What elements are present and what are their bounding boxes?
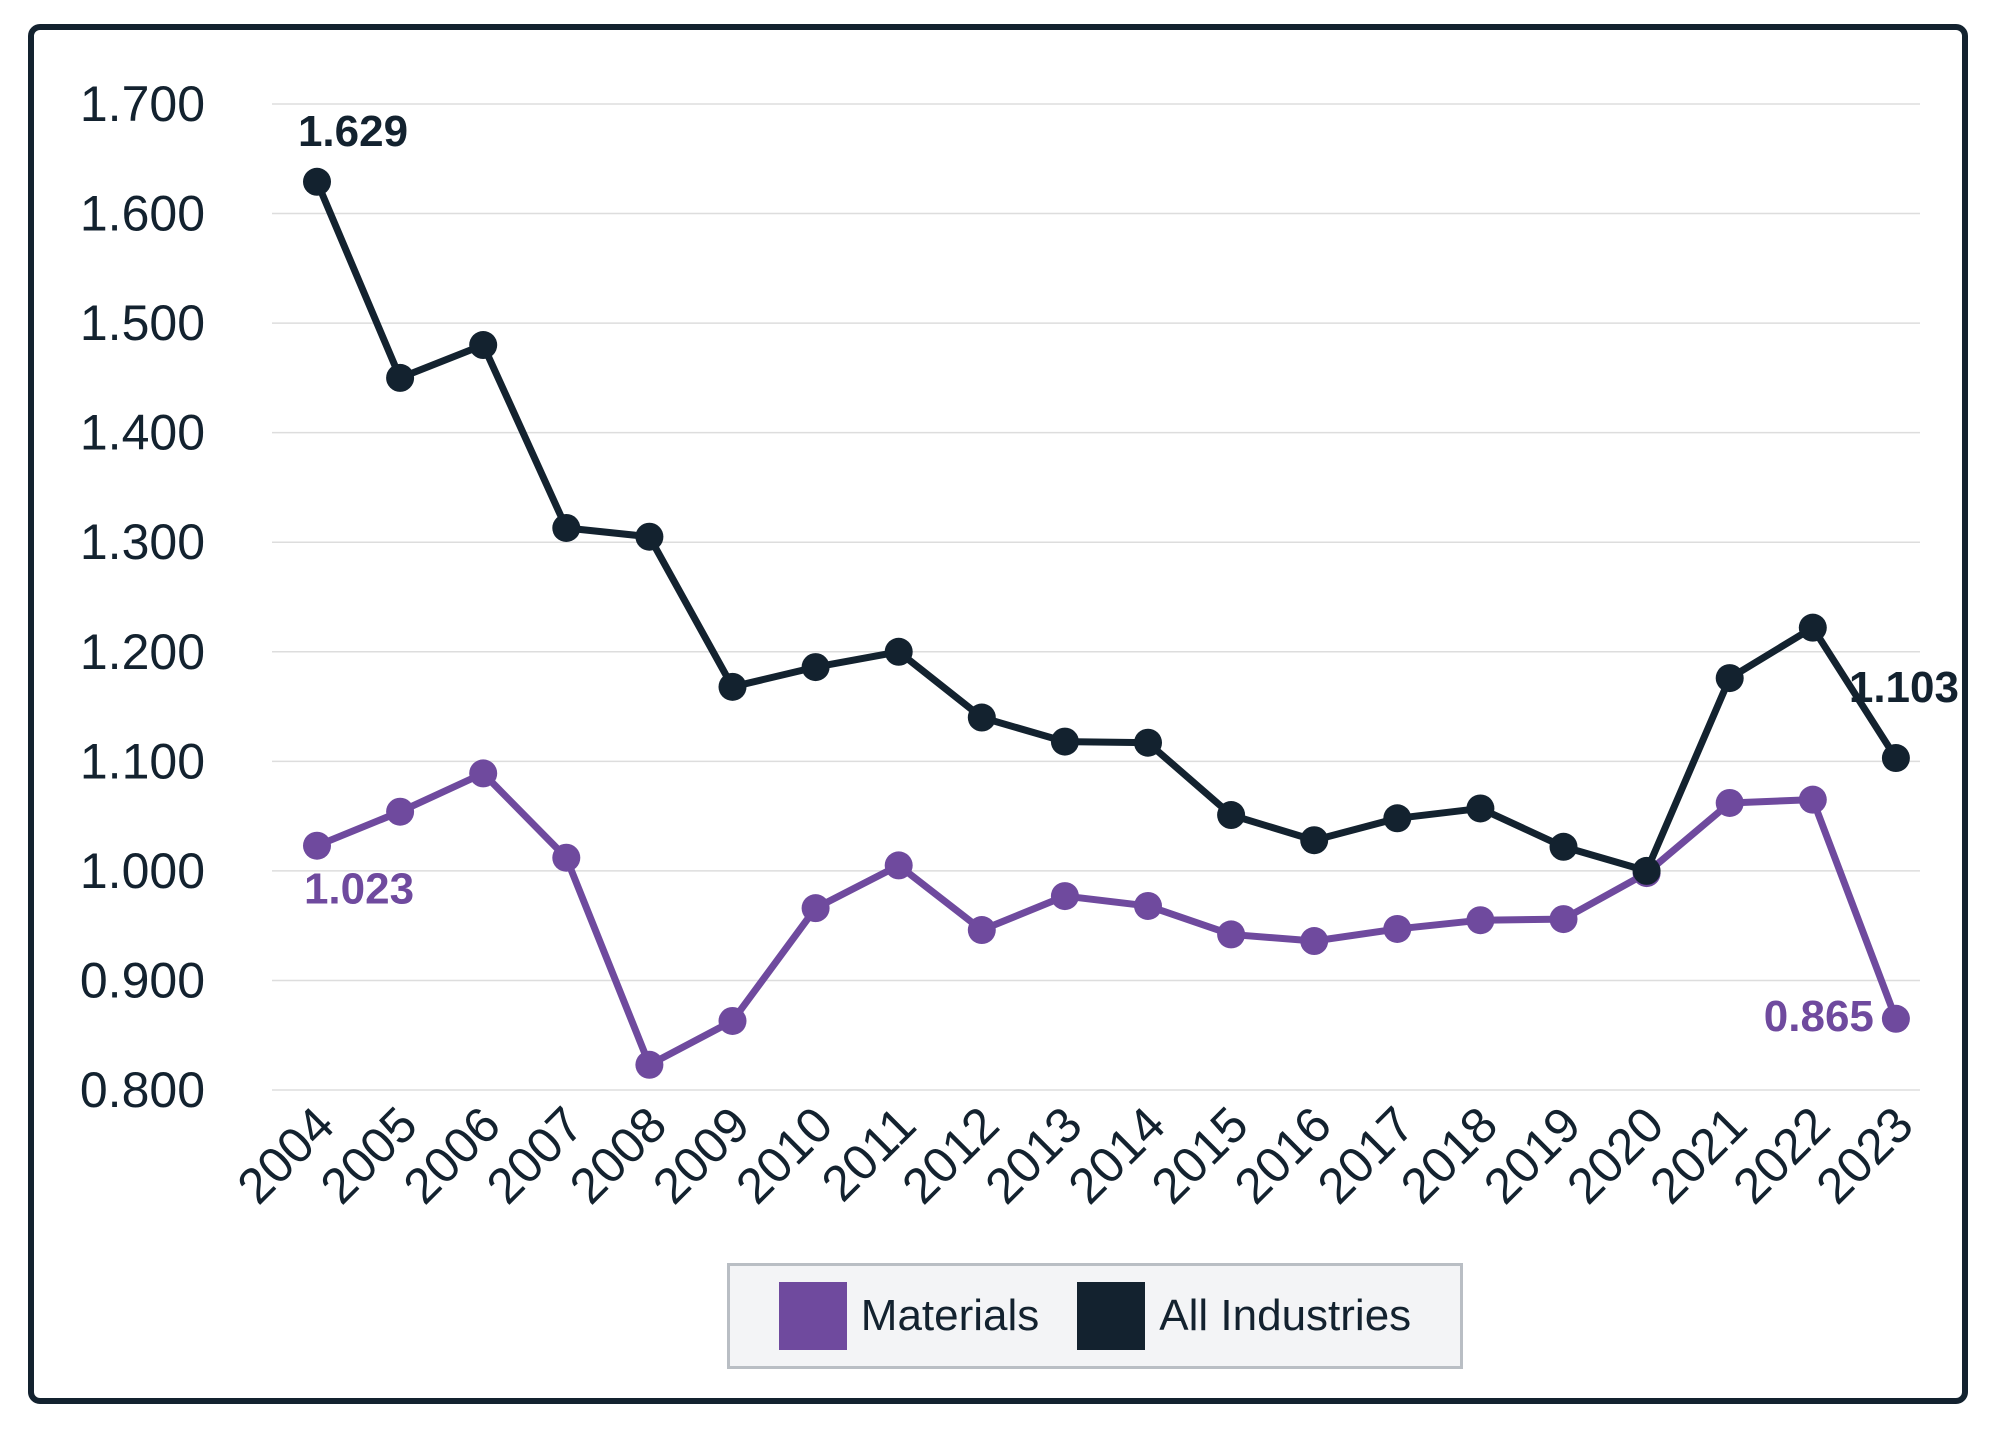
- data-point[interactable]: [552, 843, 581, 872]
- x-tick-label: 2010: [725, 1096, 843, 1214]
- y-tick-label: 1.000: [80, 843, 205, 899]
- data-point[interactable]: [1050, 727, 1079, 756]
- data-point[interactable]: [1300, 826, 1329, 855]
- data-point[interactable]: [469, 331, 498, 360]
- data-point[interactable]: [1715, 788, 1744, 817]
- x-tick-label: 2018: [1390, 1096, 1508, 1214]
- series-line: [315, 769, 1900, 1069]
- data-point[interactable]: [1217, 920, 1246, 949]
- series-all-industries: [303, 167, 1910, 885]
- y-tick-label: 1.500: [80, 295, 205, 351]
- series-materials: [303, 759, 1910, 1079]
- data-point[interactable]: [1881, 744, 1910, 773]
- data-label: 0.865: [1764, 992, 1874, 1041]
- x-tick-label: 2009: [642, 1096, 760, 1214]
- data-point[interactable]: [469, 759, 498, 788]
- data-point[interactable]: [635, 1050, 664, 1079]
- x-tick-label: 2006: [393, 1096, 511, 1214]
- data-point[interactable]: [1549, 832, 1578, 861]
- y-tick-label: 1.200: [80, 624, 205, 680]
- x-tick-label: 2023: [1805, 1096, 1923, 1214]
- x-tick-label: 2011: [811, 1096, 927, 1212]
- data-point[interactable]: [303, 831, 331, 860]
- x-tick-label: 2022: [1722, 1096, 1840, 1214]
- legend-item-all-industries[interactable]: All Industries: [1077, 1282, 1411, 1350]
- grid-lines: [272, 103, 1920, 1091]
- data-point[interactable]: [718, 672, 747, 701]
- legend-swatch-all-industries: [1077, 1282, 1146, 1350]
- data-label: 1.103: [1849, 663, 1959, 712]
- x-tick-label: 2005: [310, 1096, 428, 1214]
- data-point[interactable]: [801, 653, 830, 682]
- x-tick-label: 2021: [1639, 1096, 1757, 1214]
- x-tick-label: 2020: [1556, 1096, 1674, 1214]
- legend: Materials All Industries: [727, 1263, 1463, 1369]
- data-labels: 1.629 1.103 1.023 0.865: [298, 107, 1959, 1041]
- series-lines: [303, 167, 1910, 1079]
- data-point[interactable]: [1798, 785, 1827, 814]
- data-point[interactable]: [1466, 906, 1495, 935]
- x-tick-label: 2014: [1058, 1096, 1176, 1214]
- data-point[interactable]: [801, 894, 830, 923]
- x-tick-label: 2015: [1141, 1096, 1259, 1214]
- y-tick-label: 0.800: [80, 1062, 205, 1118]
- x-tick-label: 2012: [891, 1096, 1009, 1214]
- data-point[interactable]: [635, 522, 664, 551]
- y-tick-label: 1.100: [80, 733, 205, 789]
- x-tick-label: 2004: [227, 1096, 345, 1214]
- data-point[interactable]: [1383, 914, 1412, 943]
- data-point[interactable]: [967, 916, 996, 945]
- data-point[interactable]: [967, 703, 996, 732]
- data-point[interactable]: [1798, 613, 1827, 642]
- legend-label-all-industries: All Industries: [1159, 1291, 1412, 1340]
- x-tick-label: 2007: [476, 1096, 594, 1214]
- y-tick-label: 0.900: [80, 952, 205, 1008]
- data-point[interactable]: [303, 167, 331, 196]
- data-point[interactable]: [884, 637, 913, 666]
- data-point[interactable]: [1632, 856, 1661, 885]
- data-label: 1.629: [298, 107, 408, 156]
- data-point[interactable]: [386, 797, 415, 826]
- data-point[interactable]: [1549, 905, 1578, 934]
- y-tick-label: 1.400: [80, 405, 205, 461]
- data-point[interactable]: [718, 1006, 747, 1035]
- x-tick-label: 2019: [1473, 1096, 1591, 1214]
- data-point[interactable]: [1383, 804, 1412, 833]
- legend-swatch-materials: [778, 1282, 847, 1350]
- y-tick-label: 1.300: [80, 514, 205, 570]
- data-point[interactable]: [1134, 891, 1162, 920]
- data-point[interactable]: [1466, 794, 1495, 823]
- data-point[interactable]: [1881, 1004, 1910, 1033]
- data-label: 1.023: [304, 865, 414, 914]
- data-point[interactable]: [884, 851, 913, 880]
- data-point[interactable]: [1050, 882, 1079, 911]
- x-tick-label: 2013: [974, 1096, 1092, 1214]
- x-tick-label: 2017: [1307, 1096, 1425, 1214]
- data-point[interactable]: [1300, 927, 1329, 956]
- y-axis-ticks: 1.700 1.600 1.500 1.400 1.300 1.200 1.100 1.000…: [80, 76, 205, 1118]
- data-point[interactable]: [1134, 728, 1162, 757]
- x-axis-ticks: 2004200520062007200820092010201120122013…: [227, 1096, 1924, 1214]
- x-tick-label: 2016: [1224, 1096, 1342, 1214]
- data-point[interactable]: [552, 513, 581, 542]
- data-point[interactable]: [386, 363, 415, 392]
- legend-label-materials: Materials: [860, 1291, 1040, 1340]
- legend-item-materials[interactable]: Materials: [778, 1282, 1040, 1350]
- data-point[interactable]: [1715, 664, 1744, 693]
- y-tick-label: 1.600: [80, 186, 205, 242]
- x-tick-label: 2008: [559, 1096, 677, 1214]
- data-point[interactable]: [1217, 801, 1246, 830]
- y-tick-label: 1.700: [80, 76, 205, 132]
